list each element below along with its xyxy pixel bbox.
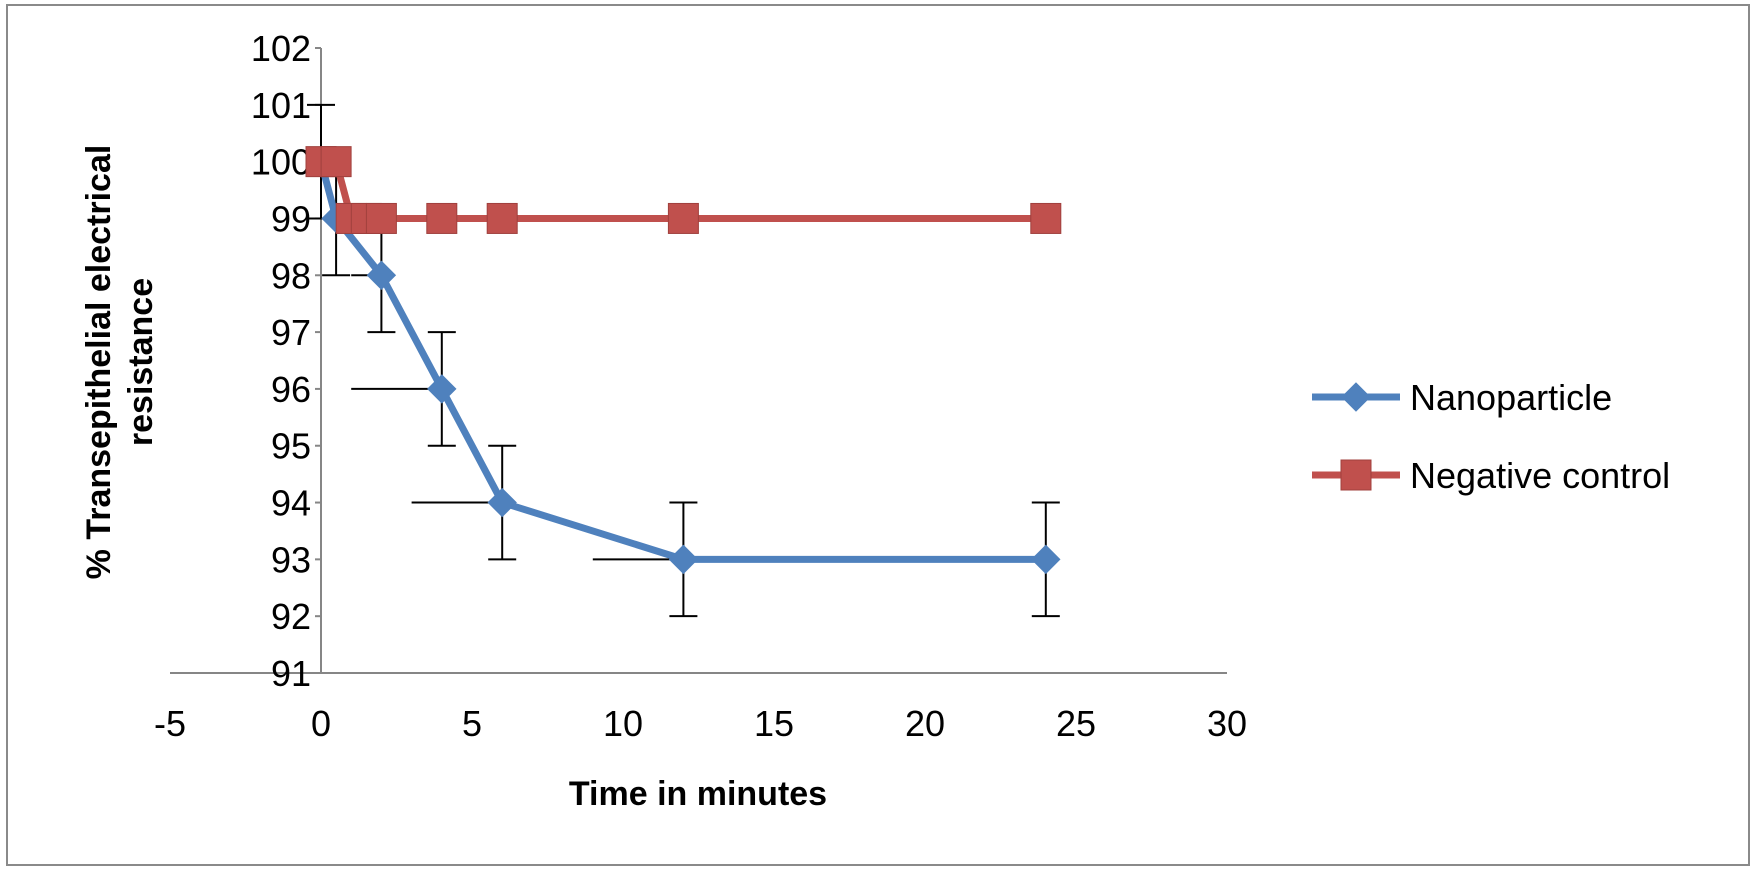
legend-label: Negative control [1410,455,1670,496]
y-tick-label: 91 [271,653,311,694]
y-axis-title: % Transepithelial electrical resistance [80,145,160,580]
x-tick-label: 0 [311,703,331,744]
y-tick-label: 102 [251,28,311,69]
x-tick-label: 10 [603,703,643,744]
data-point [426,202,458,234]
x-tick-label: 30 [1207,703,1247,744]
y-axis-title-line-2: resistance [122,278,160,446]
data-point [487,487,517,518]
axes-group [170,48,1227,674]
data-point [668,544,699,575]
legend-marker [1341,382,1371,412]
y-tick-labels: 91 92 93 94 95 96 97 98 99 100 101 102 [251,28,321,694]
x-axis-title: Time in minutes [569,775,827,813]
y-tick-label: 96 [271,369,311,410]
y-tick-label: 98 [271,255,311,296]
x-tick-label: -5 [154,703,186,744]
y-tick-label: 97 [271,312,311,353]
legend: Nanoparticle Negative control [1312,377,1670,496]
data-point [320,146,352,178]
legend-marker [1340,459,1372,491]
x-tick-label: 20 [905,703,945,744]
chart-frame [6,4,1750,866]
data-point [667,202,699,234]
y-tick-label: 93 [271,539,311,580]
y-axis-title-line-1: % Transepithelial electrical [80,145,118,580]
legend-label: Nanoparticle [1410,377,1612,418]
data-point [365,202,397,234]
data-point [366,260,397,290]
y-tick-label: 92 [271,596,311,637]
data-point [1030,202,1062,234]
data-point [427,374,457,404]
y-tick-label: 94 [271,483,311,524]
y-tick-label: 100 [251,142,311,183]
x-tick-label: 5 [462,703,482,744]
x-tick-label: 15 [754,703,794,744]
series-layer [305,103,1062,618]
y-tick-label: 101 [251,85,311,126]
y-tick-label: 95 [271,426,311,467]
data-point [1031,544,1061,575]
x-tick-label: 25 [1056,703,1096,744]
x-tick-labels: -5 0 5 10 15 20 25 30 [154,703,1247,744]
y-tick-label: 99 [271,198,311,239]
data-point [486,202,518,234]
